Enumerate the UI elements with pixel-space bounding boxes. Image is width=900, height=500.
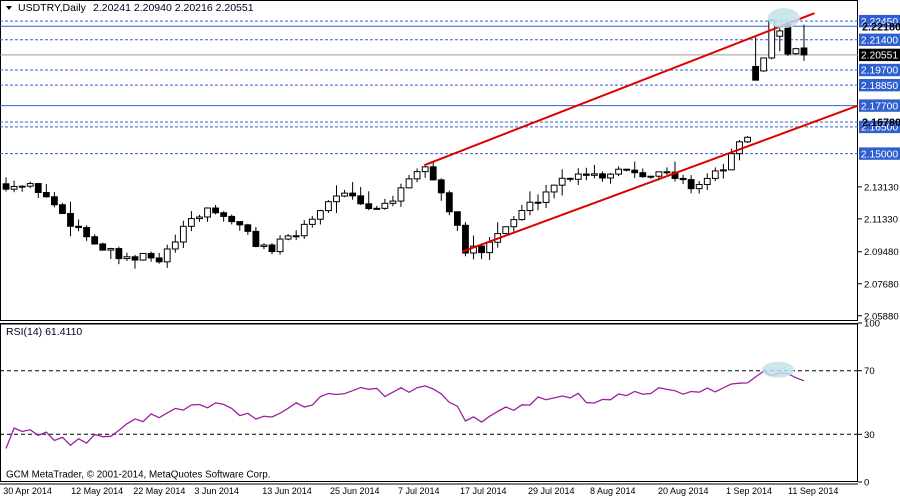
svg-text:70: 70 — [864, 366, 875, 377]
svg-text:8 Aug 2014: 8 Aug 2014 — [590, 486, 636, 496]
svg-text:2.20241 2.20940 2.20216 2.2055: 2.20241 2.20940 2.20216 2.20551 — [93, 2, 254, 14]
svg-text:GCM MetaTrader, © 2001-2014, M: GCM MetaTrader, © 2001-2014, MetaQuotes … — [6, 469, 270, 480]
svg-text:2.09480: 2.09480 — [864, 247, 899, 258]
svg-text:2.13130: 2.13130 — [864, 182, 899, 193]
svg-text:12 May 2014: 12 May 2014 — [71, 486, 123, 496]
svg-text:13 Jun 2014: 13 Jun 2014 — [262, 486, 312, 496]
svg-text:2.11330: 2.11330 — [864, 214, 898, 225]
svg-text:2.16780: 2.16780 — [862, 117, 900, 129]
svg-text:30 Apr 2014: 30 Apr 2014 — [3, 486, 52, 496]
svg-text:USDTRY,Daily: USDTRY,Daily — [18, 2, 87, 14]
svg-text:3 Jun 2014: 3 Jun 2014 — [194, 486, 239, 496]
svg-text:11 Sep 2014: 11 Sep 2014 — [788, 486, 838, 496]
svg-text:20 Aug 2014: 20 Aug 2014 — [658, 486, 709, 496]
svg-text:2.21400: 2.21400 — [861, 36, 898, 47]
svg-text:100: 100 — [864, 319, 880, 330]
svg-text:30: 30 — [864, 430, 875, 441]
svg-text:RSI(14) 61.4110: RSI(14) 61.4110 — [6, 326, 82, 338]
svg-text:2.07680: 2.07680 — [864, 279, 899, 290]
svg-text:29 Jul 2014: 29 Jul 2014 — [528, 486, 575, 496]
svg-text:2.18850: 2.18850 — [861, 81, 898, 92]
svg-text:7 Jul 2014: 7 Jul 2014 — [398, 486, 440, 496]
svg-text:2.17700: 2.17700 — [861, 101, 898, 112]
svg-text:25 Jun 2014: 25 Jun 2014 — [330, 486, 380, 496]
svg-text:17 Jul 2014: 17 Jul 2014 — [460, 486, 507, 496]
svg-text:1 Sep 2014: 1 Sep 2014 — [726, 486, 772, 496]
svg-text:2.22180: 2.22180 — [862, 21, 900, 33]
svg-text:2.15000: 2.15000 — [861, 149, 898, 160]
svg-text:2.19700: 2.19700 — [861, 66, 898, 77]
svg-text:22 May 2014: 22 May 2014 — [133, 486, 185, 496]
svg-text:2.20551: 2.20551 — [861, 51, 898, 62]
svg-text:0: 0 — [864, 478, 869, 489]
